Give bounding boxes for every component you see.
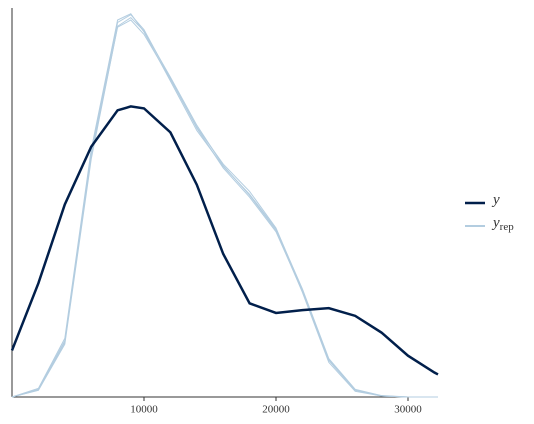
x-tick-label: 30000 (394, 404, 422, 416)
legend-name: y (491, 192, 500, 208)
density-line (11, 16, 438, 398)
density-line (11, 14, 438, 398)
x-tick-label: 10000 (130, 404, 158, 416)
density-line (10, 105, 439, 376)
legend-label: y (491, 192, 500, 208)
x-tick-label: 20000 (262, 404, 290, 416)
legend-subscript: rep (500, 221, 515, 233)
density-line (11, 19, 438, 398)
density-line (11, 13, 438, 398)
legend-label: yrep (491, 215, 514, 232)
legend-name: y (491, 215, 500, 231)
